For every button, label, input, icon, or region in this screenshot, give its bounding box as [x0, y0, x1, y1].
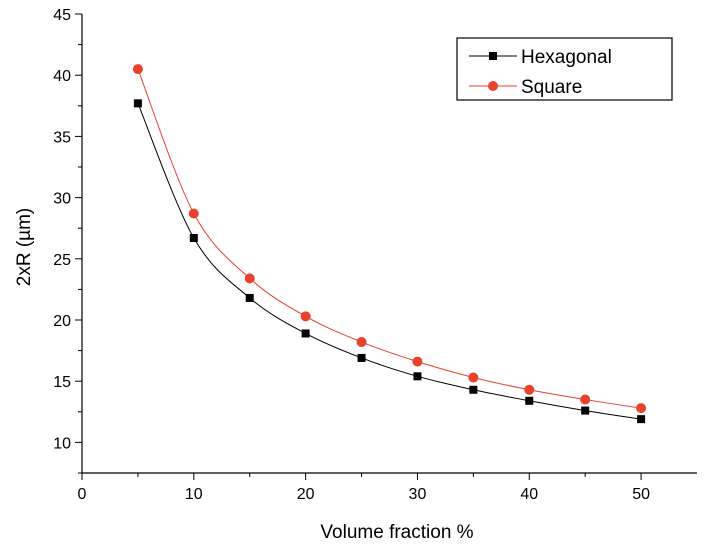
- x-tick-label-20: 20: [297, 486, 315, 503]
- y-axis-title: 2xR (µm): [14, 208, 35, 287]
- data-point-hexagonal-10: [189, 233, 198, 242]
- series-hexagonal: [133, 99, 646, 424]
- data-point-square-35: [468, 372, 479, 383]
- data-point-hexagonal-20: [301, 329, 310, 338]
- series-square: [132, 64, 647, 414]
- data-point-square-50: [636, 403, 647, 414]
- axes: [81, 14, 697, 474]
- x-tick-label-50: 50: [632, 486, 650, 503]
- data-point-hexagonal-50: [637, 415, 646, 424]
- legend-label-hexagonal: Hexagonal: [521, 47, 612, 68]
- legend-label-square: Square: [521, 77, 582, 98]
- data-point-square-40: [524, 384, 535, 395]
- x-tick-label-30: 30: [409, 486, 427, 503]
- data-point-hexagonal-15: [245, 293, 254, 302]
- y-tick-label-25: 25: [53, 252, 71, 269]
- x-tick-label-40: 40: [520, 486, 538, 503]
- y-tick-label-40: 40: [53, 68, 71, 85]
- x-tick-label-0: 0: [78, 486, 87, 503]
- data-point-square-20: [300, 311, 311, 322]
- y-tick-label-10: 10: [53, 435, 71, 452]
- data-point-hexagonal-35: [469, 385, 478, 394]
- data-point-square-15: [244, 273, 255, 284]
- data-point-square-25: [356, 337, 367, 348]
- legend-marker-hexagonal: [489, 52, 497, 60]
- ticks: 0 10 20 30 40 50 10 15 20 25 30 35 40 45: [53, 7, 650, 503]
- legend-marker-square: [488, 81, 498, 91]
- data-point-square-45: [580, 394, 591, 405]
- data-point-square-30: [412, 356, 423, 367]
- series-line-square: [137, 68, 642, 409]
- y-tick-label-15: 15: [53, 374, 71, 391]
- y-tick-label-45: 45: [53, 7, 71, 24]
- series-layer: [132, 64, 647, 424]
- y-tick-label-20: 20: [53, 313, 71, 330]
- data-point-hexagonal-45: [581, 406, 590, 415]
- series-line-hexagonal: [137, 103, 642, 420]
- data-point-square-10: [188, 208, 199, 219]
- y-tick-label-30: 30: [53, 191, 71, 208]
- legend: Hexagonal Square: [456, 37, 673, 101]
- x-tick-label-10: 10: [185, 486, 203, 503]
- data-point-hexagonal-40: [525, 396, 534, 405]
- x-axis-title: Volume fraction %: [320, 522, 473, 543]
- data-point-hexagonal-5: [133, 99, 142, 108]
- data-point-hexagonal-25: [357, 353, 366, 362]
- data-point-square-5: [132, 64, 143, 75]
- data-point-hexagonal-30: [413, 372, 422, 381]
- y-tick-label-35: 35: [53, 129, 71, 146]
